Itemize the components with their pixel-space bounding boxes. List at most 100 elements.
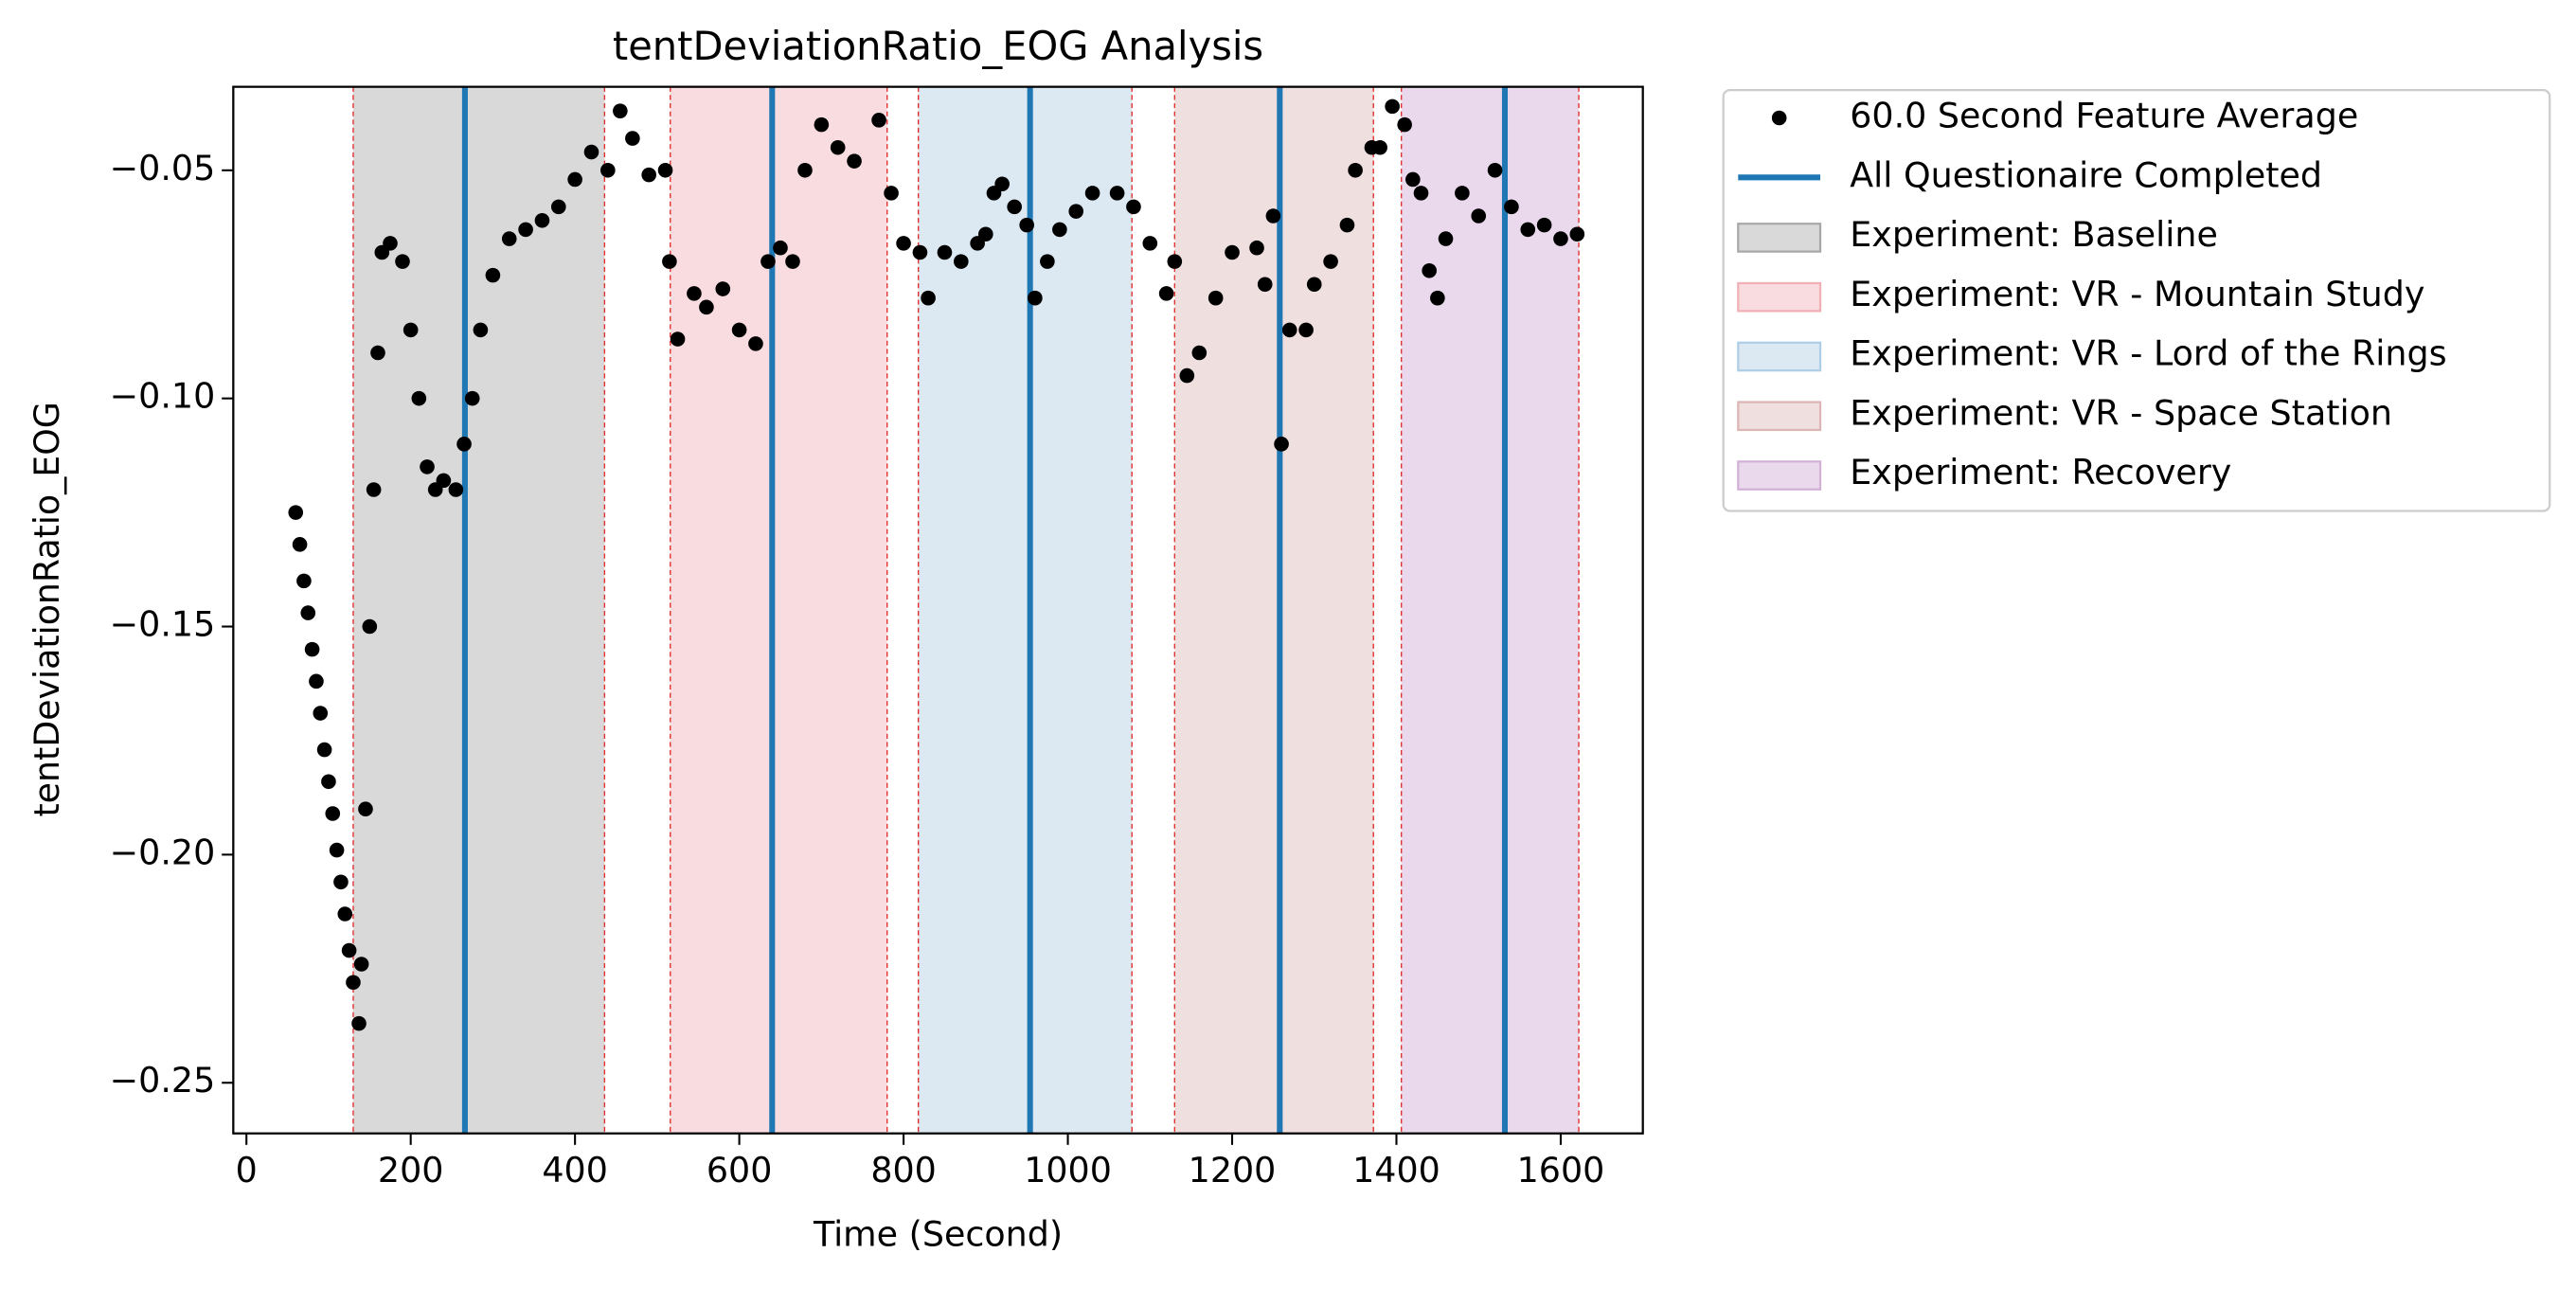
data-point	[362, 618, 378, 635]
data-point	[288, 505, 304, 520]
data-point	[613, 103, 628, 118]
x-axis-label: Time (Second)	[813, 1214, 1063, 1255]
data-point	[1348, 163, 1363, 178]
y-tick-label: −0.25	[110, 1060, 216, 1101]
data-point	[358, 801, 373, 816]
data-point	[830, 139, 846, 155]
data-point	[411, 390, 427, 406]
legend-label: All Questionaire Completed	[1850, 154, 2322, 195]
data-point	[1249, 240, 1264, 256]
data-point	[1569, 226, 1585, 242]
x-tick-label: 1200	[1189, 1150, 1277, 1191]
y-tick-label: −0.10	[110, 376, 216, 417]
chart-title: tentDeviationRatio_EOG Analysis	[613, 23, 1263, 69]
data-point	[464, 390, 480, 406]
data-point	[715, 281, 731, 296]
legend-swatch	[1737, 341, 1822, 372]
region	[918, 86, 1133, 1134]
data-point	[351, 1015, 367, 1031]
data-point	[1298, 322, 1314, 338]
data-point	[309, 673, 324, 689]
data-point	[1167, 254, 1183, 269]
data-point	[292, 537, 308, 552]
legend-label: Experiment: Baseline	[1850, 214, 2218, 255]
x-tick-label: 600	[707, 1150, 773, 1191]
x-tick-label: 1400	[1352, 1150, 1440, 1191]
data-point	[687, 286, 702, 301]
data-point	[921, 290, 936, 306]
data-point	[346, 975, 361, 991]
data-point	[383, 236, 398, 251]
data-point	[300, 605, 316, 620]
data-point	[773, 240, 788, 256]
data-point	[420, 459, 435, 474]
data-point	[485, 267, 501, 283]
data-point	[1142, 236, 1158, 251]
data-point	[316, 742, 332, 758]
data-point	[662, 254, 677, 269]
data-point	[337, 906, 353, 922]
data-point	[333, 874, 349, 890]
data-point	[1397, 116, 1412, 133]
legend-label: Experiment: VR - Space Station	[1850, 392, 2392, 433]
legend-label: 60.0 Second Feature Average	[1850, 96, 2358, 136]
data-point	[1487, 163, 1503, 178]
data-point	[1438, 231, 1454, 246]
data-point	[1405, 171, 1421, 188]
legend-swatch	[1737, 460, 1822, 491]
x-tick-label: 400	[542, 1150, 608, 1191]
legend-marker	[1771, 110, 1787, 126]
data-point	[1040, 254, 1055, 269]
legend-label: Experiment: VR - Mountain Study	[1850, 274, 2424, 314]
data-point	[641, 167, 657, 183]
data-point	[731, 322, 747, 338]
data-point	[1007, 199, 1022, 215]
data-point	[1028, 290, 1043, 306]
data-point	[402, 322, 419, 338]
region	[1401, 86, 1580, 1134]
data-point	[1504, 199, 1519, 215]
data-point	[1306, 277, 1322, 293]
legend-label: Experiment: VR - Lord of the Rings	[1850, 333, 2446, 374]
data-point	[657, 163, 673, 178]
data-point	[296, 573, 312, 589]
data-point	[1179, 367, 1195, 384]
data-point	[456, 437, 472, 452]
legend	[1722, 88, 2551, 512]
data-point	[534, 213, 550, 228]
data-point	[325, 806, 341, 821]
data-point	[1372, 139, 1387, 155]
x-tick-label: 800	[870, 1150, 937, 1191]
data-point	[1455, 186, 1470, 201]
data-point	[600, 163, 616, 178]
data-point	[567, 171, 582, 188]
data-point	[912, 244, 928, 260]
data-point	[1257, 277, 1273, 293]
data-point	[1471, 208, 1487, 224]
data-point	[670, 331, 686, 347]
data-point	[395, 254, 410, 269]
data-point	[1109, 186, 1125, 201]
data-point	[797, 163, 813, 178]
data-point	[473, 322, 489, 338]
data-point	[994, 176, 1010, 192]
data-point	[501, 231, 517, 246]
y-tick-label: −0.05	[110, 148, 216, 188]
y-axis-label: tentDeviationRatio_EOG	[27, 402, 67, 816]
data-point	[937, 244, 953, 260]
legend-swatch	[1737, 223, 1822, 253]
region	[1174, 86, 1374, 1134]
data-point	[341, 942, 357, 958]
data-point	[1536, 217, 1552, 233]
data-point	[847, 153, 862, 169]
data-point	[329, 842, 345, 858]
data-point	[583, 144, 599, 160]
data-point	[1225, 244, 1240, 260]
data-point	[896, 236, 911, 251]
data-point	[1019, 217, 1034, 233]
data-point	[304, 641, 320, 657]
data-point	[448, 482, 464, 497]
data-point	[1520, 222, 1536, 238]
region	[352, 86, 605, 1134]
